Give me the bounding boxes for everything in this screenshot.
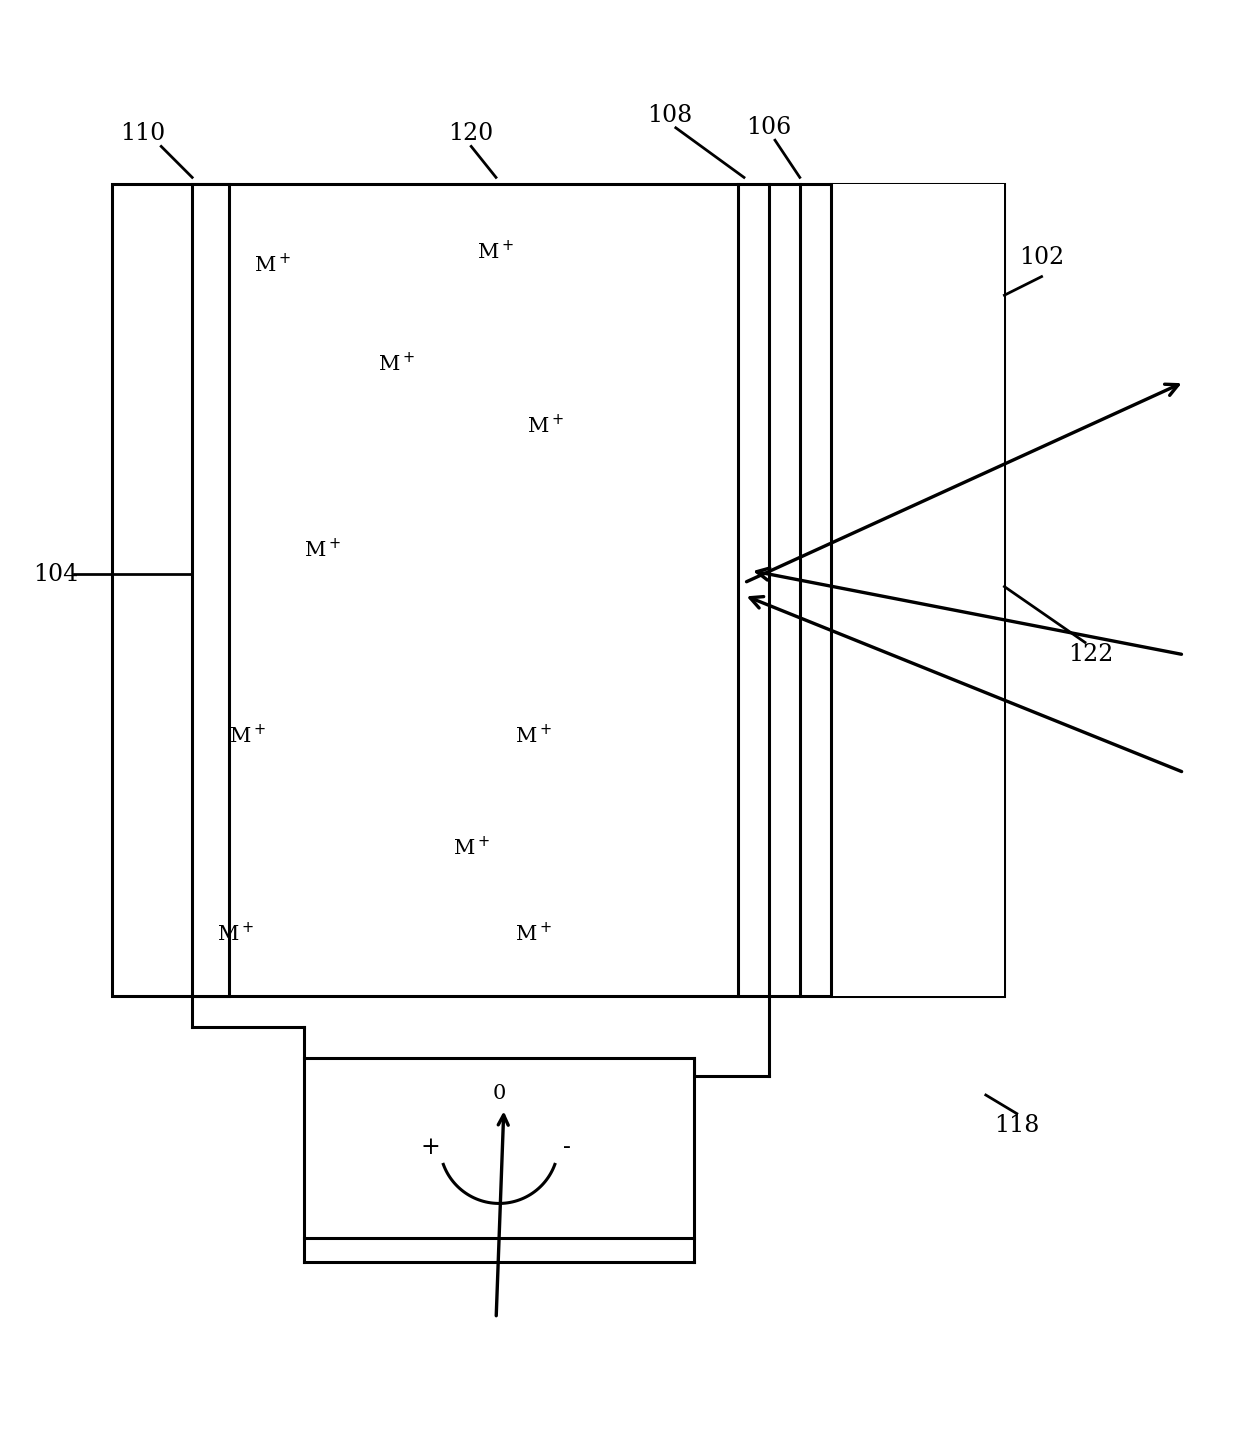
Text: M$^+$: M$^+$ — [515, 923, 552, 946]
Bar — [192, 184, 229, 996]
Bar — [112, 184, 1004, 996]
Text: 110: 110 — [120, 123, 165, 146]
Text: M$^+$: M$^+$ — [304, 538, 341, 561]
Bar — [831, 184, 1004, 996]
Text: M$^+$: M$^+$ — [229, 724, 267, 748]
Text: 118: 118 — [994, 1115, 1039, 1138]
Text: M$^+$: M$^+$ — [477, 240, 515, 263]
Text: 104: 104 — [33, 562, 78, 586]
Text: 102: 102 — [1019, 246, 1064, 269]
Text: 106: 106 — [746, 116, 791, 139]
Text: +: + — [422, 1135, 440, 1158]
Text: 120: 120 — [449, 123, 494, 146]
Text: M$^+$: M$^+$ — [515, 724, 552, 748]
Text: M$^+$: M$^+$ — [378, 351, 415, 375]
Bar — [304, 1058, 694, 1238]
Text: 122: 122 — [1069, 643, 1114, 667]
Text: M$^+$: M$^+$ — [527, 414, 564, 437]
Text: M$^+$: M$^+$ — [254, 253, 291, 276]
Text: 108: 108 — [647, 104, 692, 127]
Text: -: - — [563, 1135, 572, 1158]
Text: 0: 0 — [492, 1084, 506, 1103]
Text: M$^+$: M$^+$ — [453, 836, 490, 859]
Text: M$^+$: M$^+$ — [217, 923, 254, 946]
